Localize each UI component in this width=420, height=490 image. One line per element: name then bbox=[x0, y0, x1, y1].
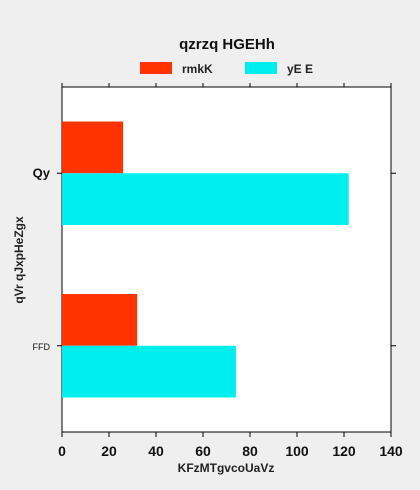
x-axis-ticks: 0 20 40 60 80 100 120 140 bbox=[58, 83, 403, 459]
bars bbox=[62, 121, 349, 398]
legend-swatch-series-0 bbox=[140, 62, 172, 74]
legend-label-series-1: yE E bbox=[287, 62, 313, 76]
x-tick-label: 20 bbox=[101, 443, 117, 459]
legend-label-series-0: rmkK bbox=[182, 62, 213, 76]
x-tick-label: 0 bbox=[58, 443, 66, 459]
y-axis-ticks: Qy FFD bbox=[33, 165, 396, 352]
y-axis-label: qVr qJxpHeZgx bbox=[12, 216, 26, 304]
bar-yE-E-Qy bbox=[62, 173, 349, 225]
y-tick-label: Qy bbox=[33, 165, 51, 180]
legend-swatch-series-1 bbox=[245, 62, 277, 74]
chart-title: qzrzq HGEHh bbox=[179, 36, 275, 53]
x-tick-label: 40 bbox=[148, 443, 164, 459]
x-tick-label: 80 bbox=[242, 443, 258, 459]
x-tick-label: 100 bbox=[285, 443, 309, 459]
y-tick-label: FFD bbox=[33, 342, 51, 352]
x-tick-label: 140 bbox=[379, 443, 403, 459]
x-axis-label: KFzMTgvcoUaVz bbox=[178, 461, 275, 475]
bar-rmkK-Qy bbox=[62, 121, 124, 174]
x-tick-label: 60 bbox=[195, 443, 211, 459]
bar-rmkK-FFD bbox=[62, 294, 138, 346]
bar-yE-E-FFD bbox=[62, 345, 236, 398]
legend: rmkK yE E bbox=[140, 62, 313, 76]
x-tick-label: 120 bbox=[332, 443, 356, 459]
